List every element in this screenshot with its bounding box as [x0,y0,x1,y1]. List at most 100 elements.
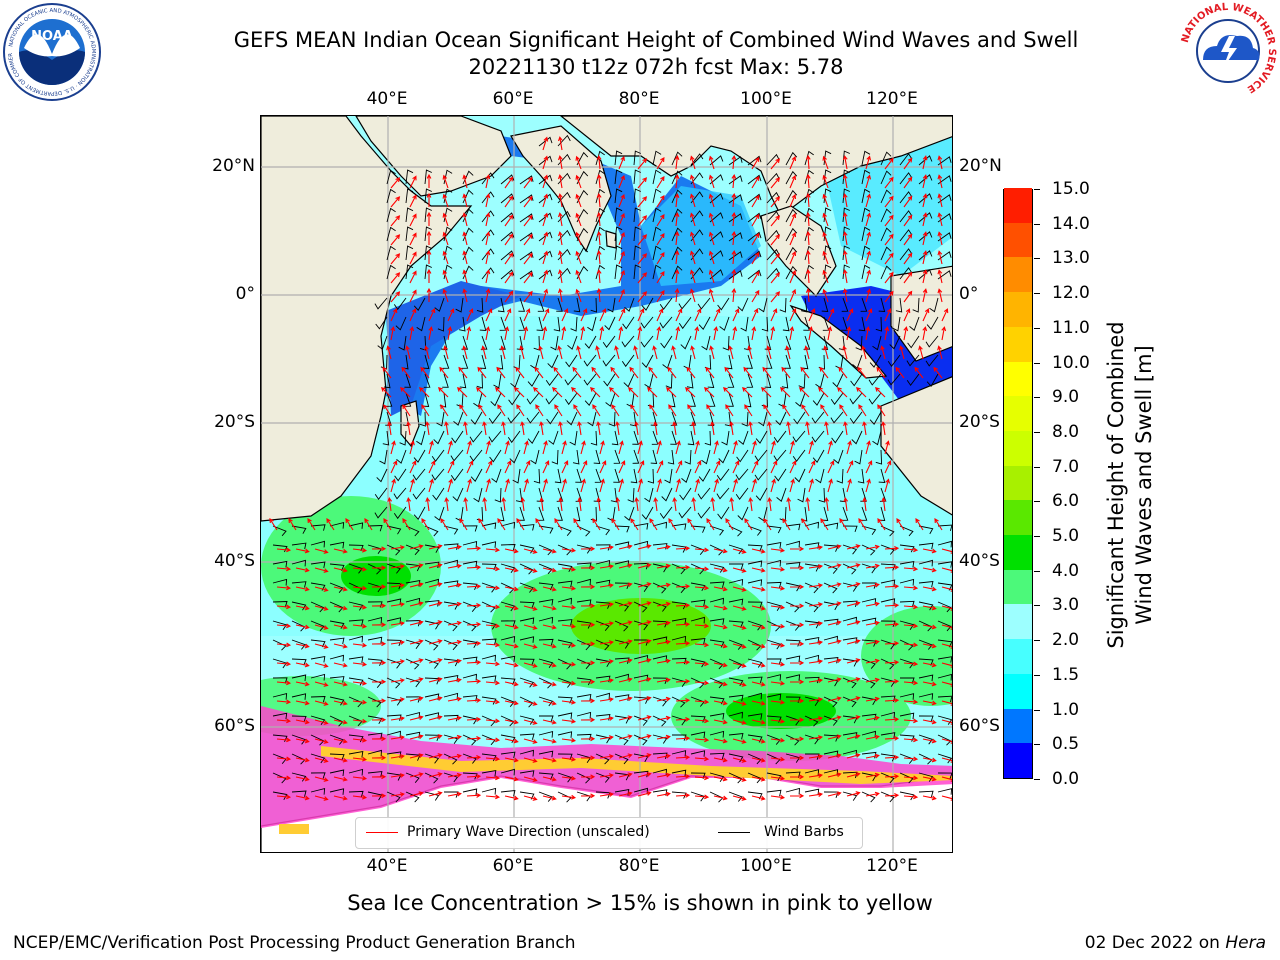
wave-arrow [732,757,747,763]
wave-arrow [485,174,491,189]
wave-arrow [314,662,329,668]
wind-barb [614,264,623,280]
wave-arrow [447,478,453,493]
wind-barb [405,188,414,204]
wave-arrow [390,440,396,455]
wind-barb [519,677,535,688]
wind-barb [367,771,383,778]
sumatra [789,304,888,379]
wind-barb [405,226,414,242]
wave-arrow [732,548,747,554]
wave-arrow [382,366,392,379]
wave-arrow [713,795,728,801]
wave-arrow [884,736,900,741]
wind-barb [405,169,414,185]
wind-barb [538,525,554,534]
wind-barb [918,542,934,550]
wind-barb [595,169,605,185]
wind-barb [709,730,725,738]
wind-barb [701,335,711,351]
wave-arrow [504,252,514,265]
wave-arrow [877,518,886,531]
wave-arrow [390,545,405,550]
wave-arrow [770,718,786,724]
wind-barb [830,392,844,405]
wave-arrow [751,719,766,725]
wind-barb [424,712,440,719]
wave-arrow [637,308,645,322]
wave-arrow [618,544,633,550]
wind-barb [709,752,725,760]
wave-arrow [288,518,297,531]
wave-arrow [903,233,913,246]
wind-barb [747,155,762,166]
wind-barb [678,297,692,310]
wind-barb [690,599,706,607]
wave-arrow [485,193,491,208]
wind-barb [811,411,825,424]
wind-barb [291,601,307,611]
wave-arrow [770,478,776,493]
wave-arrow [573,404,582,417]
wave-arrow [387,421,392,436]
wind-barb [462,601,477,612]
wave-arrow [805,154,811,170]
wind-barb [557,525,572,536]
wave-arrow [371,736,387,742]
wave-arrow [865,231,872,246]
wind-barb [650,449,658,464]
wind-barb [476,297,484,313]
wave-arrow [333,776,348,782]
wave-arrow [770,215,781,227]
wind-barb [728,658,743,670]
wave-arrow [485,680,501,686]
wave-arrow [808,460,816,474]
wave-arrow [748,421,753,436]
wind-barb [374,297,388,310]
colorbar-title-line1: Significant Height of Combined [1104,321,1128,649]
wave-arrow [599,640,614,645]
wind-barb [386,751,402,758]
wave-arrow [314,681,329,687]
wind-barb [785,734,800,746]
wind-barb [937,772,952,779]
wave-arrow [580,478,586,493]
wind-barb [779,506,787,522]
wind-barb [462,772,478,780]
wave-arrow [674,230,680,246]
wave-arrow [558,496,564,512]
wind-barb [576,733,592,741]
wave-height-map [261,116,952,852]
wave-arrow [618,658,633,664]
wave-arrow [684,387,696,398]
wind-barb [424,525,439,537]
wind-barb [899,172,913,185]
colorbar-tick-label: 1.5 [1052,664,1080,685]
wave-arrow [689,231,696,246]
lat-tick-left: 60°S [214,716,255,736]
wind-barb [595,264,605,280]
wind-barb [576,658,591,670]
wind-barb [671,618,687,625]
wave-arrow [459,404,468,417]
wave-arrow [751,251,760,265]
wave-arrow [426,173,432,188]
wind-barb [854,449,863,465]
wave-arrow [763,404,772,417]
wave-arrow [553,366,563,379]
wind-barb [374,506,388,519]
wave-arrow [770,460,778,474]
wind-barb [452,487,464,502]
wave-arrow [333,738,348,744]
wave-arrow [675,565,691,570]
wave-arrow [884,308,892,322]
wind-barb [386,226,396,242]
wind-barb [785,265,798,280]
wind-barb [405,791,420,803]
wind-barb [690,525,706,533]
wind-barb [641,354,654,368]
wave-arrow [884,774,900,779]
wind-barb [377,335,388,350]
wind-barb [728,598,744,606]
wave-arrow [763,518,772,531]
